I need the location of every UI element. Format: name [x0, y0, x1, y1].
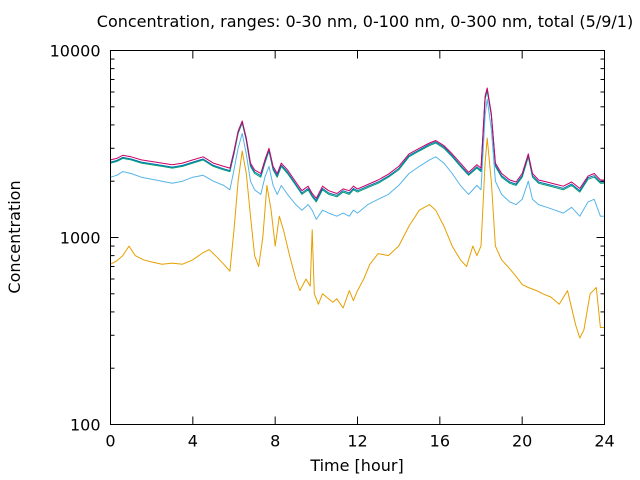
series-line-5	[110, 87, 605, 199]
x-tick-label: 16	[430, 432, 450, 451]
series-line-4	[110, 88, 605, 201]
y-tick-label: 100	[70, 416, 101, 435]
tick-layer: 0 4 8 12 16 20 24 100 1000 10000	[50, 42, 615, 451]
plot-frame	[110, 50, 605, 425]
y-tick-label: 10000	[50, 42, 101, 61]
x-tick-label: 24	[594, 432, 614, 451]
x-tick-label: 0	[105, 432, 115, 451]
x-tick-label: 20	[512, 432, 532, 451]
series-line-1	[110, 137, 605, 339]
x-axis-label: Time [hour]	[309, 456, 403, 475]
chart-title: Concentration, ranges: 0-30 nm, 0-100 nm…	[97, 12, 633, 31]
series-layer	[110, 87, 605, 339]
series-line-2	[110, 98, 605, 220]
x-tick-label: 12	[347, 432, 367, 451]
y-axis-label: Concentration	[5, 180, 24, 293]
series-line-3	[110, 90, 605, 203]
y-tick-label: 1000	[60, 229, 101, 248]
x-tick-label: 8	[270, 432, 280, 451]
x-tick-label: 4	[188, 432, 198, 451]
